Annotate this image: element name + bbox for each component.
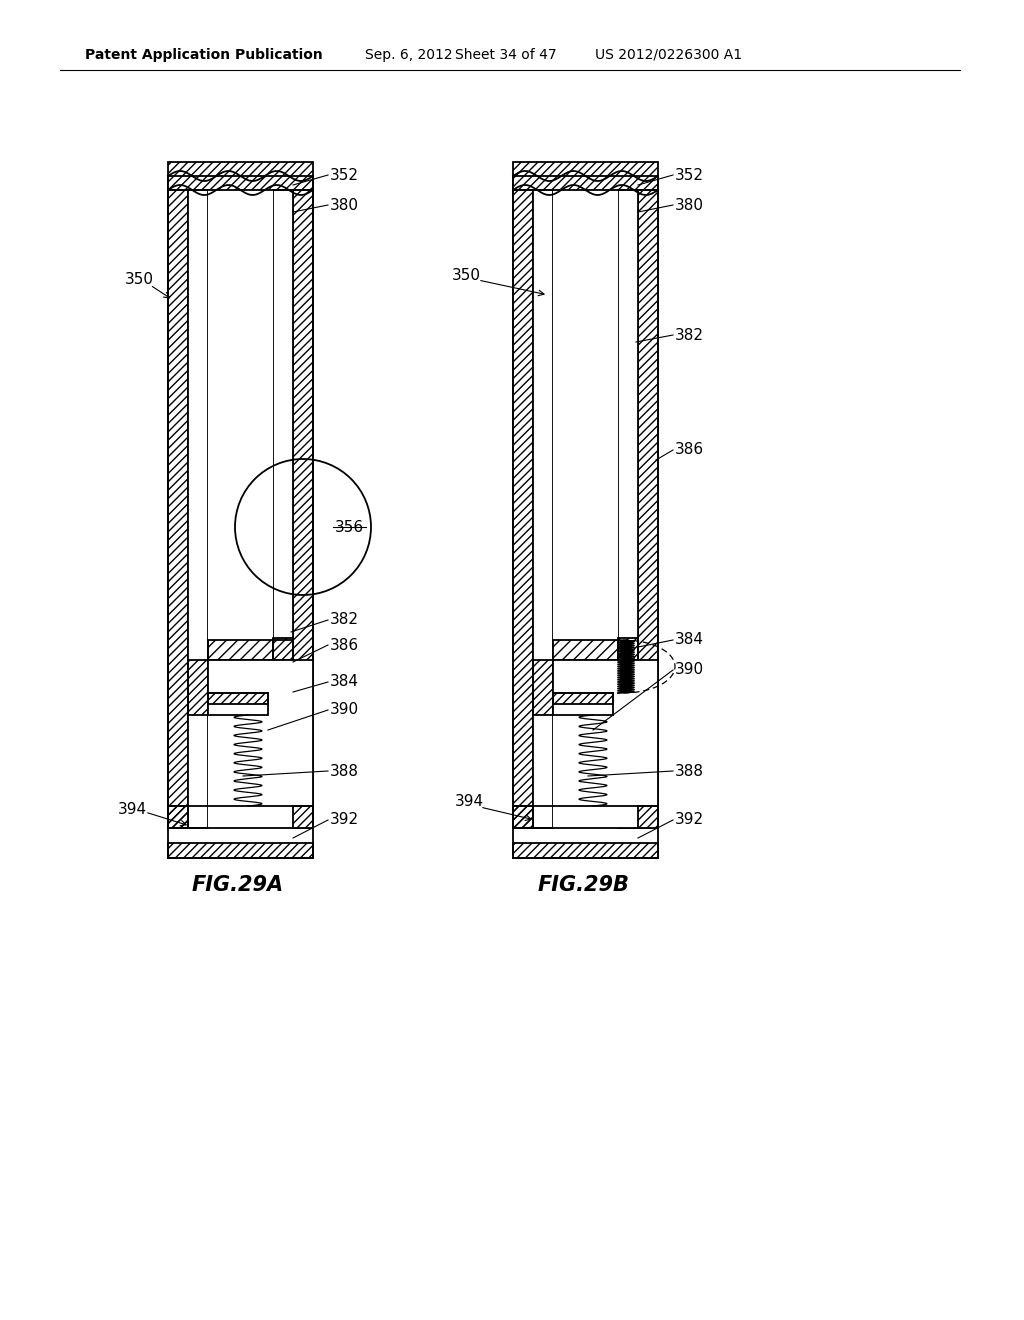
Bar [553,660,658,828]
Text: 352: 352 [675,168,705,182]
Bar [534,190,553,828]
Text: 350: 350 [125,272,154,288]
Bar [513,843,658,858]
Bar [168,843,313,858]
Text: 388: 388 [330,763,359,779]
Text: 380: 380 [675,198,705,213]
Bar [188,660,208,715]
Text: FIG.29B: FIG.29B [538,875,630,895]
Bar [208,693,268,715]
Bar [553,693,613,715]
Text: 394: 394 [455,795,484,809]
Bar [513,162,658,190]
Text: FIG.29A: FIG.29A [191,875,284,895]
Text: 390: 390 [675,663,705,677]
Bar [513,190,534,828]
Bar [638,807,658,828]
Bar [273,638,293,660]
Bar [618,638,638,660]
Bar [293,190,313,828]
Text: 386: 386 [675,442,705,458]
Bar [208,190,273,640]
Bar [293,807,313,828]
Text: 390: 390 [330,702,359,718]
Text: 380: 380 [330,198,359,213]
Text: 382: 382 [330,612,359,627]
Text: 356: 356 [335,520,365,535]
Text: 384: 384 [675,632,705,648]
Text: 382: 382 [675,327,705,342]
Text: US 2012/0226300 A1: US 2012/0226300 A1 [595,48,742,62]
Text: 394: 394 [118,803,147,817]
Bar [638,190,658,828]
Bar [553,693,613,704]
Bar [208,693,268,704]
Text: 384: 384 [330,675,359,689]
Bar [534,660,553,715]
Bar [273,190,293,640]
Bar [188,190,208,828]
Bar [208,660,313,828]
Text: 388: 388 [675,763,705,779]
Text: 386: 386 [330,638,359,652]
Text: Sep. 6, 2012: Sep. 6, 2012 [365,48,453,62]
Text: 352: 352 [330,168,359,182]
Text: 392: 392 [330,813,359,828]
Bar [513,807,534,828]
Text: 392: 392 [675,813,705,828]
Text: 350: 350 [452,268,481,282]
Bar [168,162,313,190]
Bar [168,807,188,828]
Bar [168,190,188,828]
Bar [553,190,618,828]
Bar [618,190,638,828]
Text: Patent Application Publication: Patent Application Publication [85,48,323,62]
Text: Sheet 34 of 47: Sheet 34 of 47 [455,48,557,62]
